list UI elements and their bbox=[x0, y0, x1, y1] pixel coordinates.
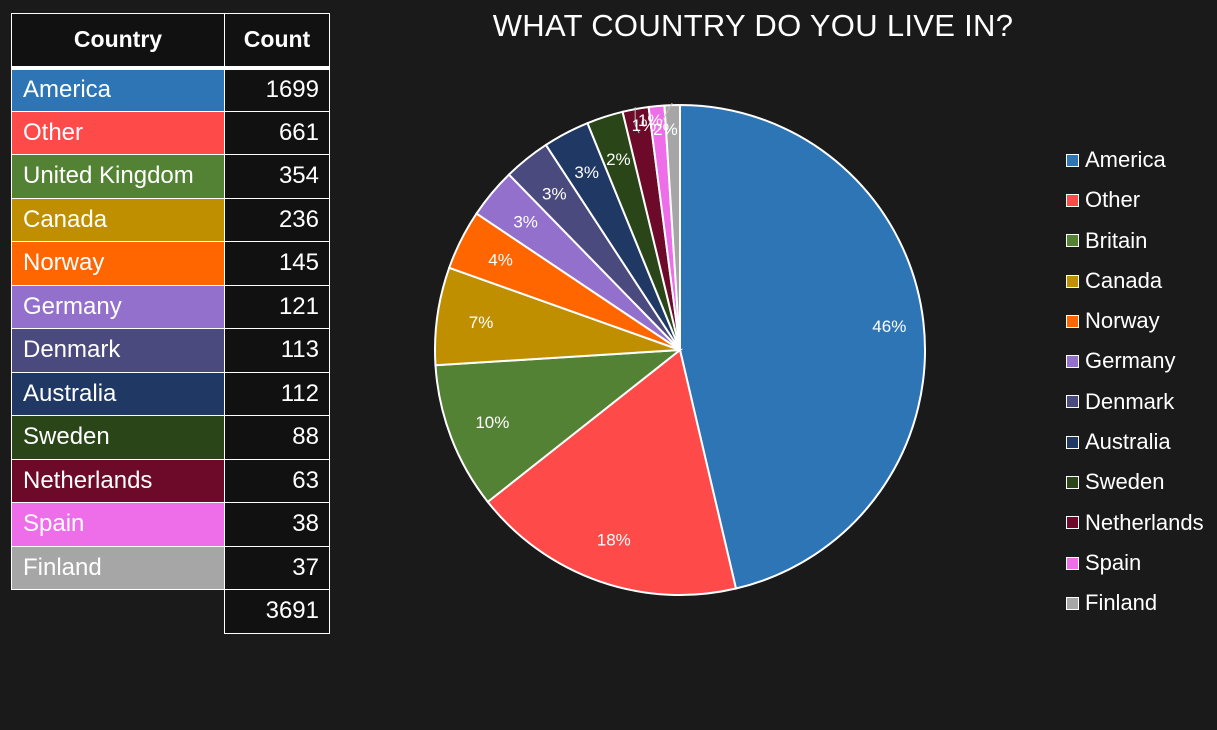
count-cell: 661 bbox=[224, 110, 330, 155]
legend-swatch bbox=[1066, 234, 1079, 248]
count-cell: 37 bbox=[224, 545, 330, 590]
legend-swatch bbox=[1066, 556, 1079, 570]
leader-line bbox=[657, 102, 673, 130]
legend-label: Netherlands bbox=[1085, 509, 1204, 535]
data-label: 2% bbox=[606, 150, 631, 169]
country-cell: Finland bbox=[11, 545, 225, 590]
country-cell: Sweden bbox=[11, 415, 225, 460]
data-label: 3% bbox=[542, 184, 567, 203]
legend-label: Australia bbox=[1085, 429, 1171, 455]
legend-label: Spain bbox=[1085, 549, 1142, 575]
legend-swatch bbox=[1066, 395, 1079, 409]
legend-label: Other bbox=[1085, 187, 1141, 213]
table-row: Canada 236 bbox=[11, 197, 330, 242]
data-label: 3% bbox=[574, 163, 599, 182]
pie-slice-america bbox=[679, 103, 926, 590]
data-label: 1% bbox=[638, 111, 663, 130]
data-label: 1% bbox=[632, 116, 657, 135]
country-cell: Norway bbox=[11, 241, 225, 286]
legend-label: Denmark bbox=[1085, 388, 1175, 414]
country-column-header: Country bbox=[11, 13, 225, 70]
leader-line bbox=[634, 107, 640, 134]
country-cell: Spain bbox=[11, 502, 225, 547]
table-row: Germany 121 bbox=[11, 284, 330, 329]
count-column-header: Count bbox=[224, 13, 330, 70]
count-cell: 121 bbox=[224, 284, 330, 329]
chart-title: WHAT COUNTRY DO YOU LIVE IN? bbox=[492, 8, 1014, 43]
count-cell: 1699 bbox=[224, 67, 330, 112]
legend-item: Denmark bbox=[1066, 382, 1204, 422]
pie-slice-other bbox=[486, 348, 738, 596]
count-cell: 354 bbox=[224, 154, 330, 199]
data-label: 4% bbox=[488, 251, 513, 270]
count-cell: 63 bbox=[224, 458, 330, 503]
count-cell: 88 bbox=[224, 415, 330, 460]
legend-item: Britain bbox=[1066, 221, 1204, 261]
total-count-cell: 3691 bbox=[224, 589, 330, 634]
legend-swatch bbox=[1066, 476, 1079, 490]
legend-swatch bbox=[1066, 314, 1079, 328]
country-cell: Germany bbox=[11, 284, 225, 329]
country-cell: Canada bbox=[11, 197, 225, 242]
legend-label: Germany bbox=[1085, 348, 1176, 374]
count-cell: 38 bbox=[224, 502, 330, 547]
legend-swatch bbox=[1066, 435, 1079, 449]
legend-item: Sweden bbox=[1066, 462, 1204, 502]
count-cell: 113 bbox=[224, 328, 330, 373]
chart-legend: America Other Britain Canada Norway Germany De… bbox=[1066, 140, 1204, 624]
table-row: Finland 37 bbox=[11, 545, 330, 590]
legend-swatch bbox=[1066, 596, 1079, 610]
legend-item: Spain bbox=[1066, 543, 1204, 583]
legend-item: Finland bbox=[1066, 583, 1204, 623]
legend-label: Canada bbox=[1085, 267, 1163, 293]
country-cell: Netherlands bbox=[11, 458, 225, 503]
data-label: 2% bbox=[653, 120, 678, 139]
data-label: 10% bbox=[475, 413, 509, 432]
legend-item: Canada bbox=[1066, 261, 1204, 301]
legend-label: Sweden bbox=[1085, 469, 1165, 495]
table-row: United Kingdom 354 bbox=[11, 154, 330, 199]
legend-label: Finland bbox=[1085, 590, 1158, 616]
legend-item: Other bbox=[1066, 180, 1204, 220]
legend-swatch bbox=[1066, 355, 1079, 369]
pie-slice-finland bbox=[663, 103, 681, 351]
legend-swatch bbox=[1066, 274, 1079, 288]
table-row: Sweden 88 bbox=[11, 415, 330, 460]
data-label: 18% bbox=[597, 531, 631, 550]
legend-label: Norway bbox=[1085, 308, 1160, 334]
legend-item: Norway bbox=[1066, 301, 1204, 341]
legend-swatch bbox=[1066, 153, 1079, 167]
legend-label: Britain bbox=[1085, 227, 1148, 253]
legend-item: America bbox=[1066, 140, 1204, 180]
legend-swatch bbox=[1066, 193, 1079, 207]
legend-item: Netherlands bbox=[1066, 503, 1204, 543]
country-cell: Other bbox=[11, 110, 225, 155]
country-cell: United Kingdom bbox=[11, 154, 225, 199]
table-row: Norway 145 bbox=[11, 241, 330, 286]
country-count-table: Country Count America 1699 Other 661 United … bbox=[11, 13, 330, 634]
pie-slice-britain bbox=[434, 348, 684, 504]
data-label: 7% bbox=[469, 313, 494, 332]
count-cell: 236 bbox=[224, 197, 330, 242]
data-label: 3% bbox=[513, 212, 538, 231]
legend-swatch bbox=[1066, 516, 1079, 530]
count-cell: 112 bbox=[224, 371, 330, 416]
legend-label: America bbox=[1085, 147, 1166, 172]
table-row: Other 661 bbox=[11, 110, 330, 155]
data-label: 46% bbox=[872, 317, 906, 336]
table-row: Spain 38 bbox=[11, 502, 330, 547]
legend-item: Germany bbox=[1066, 341, 1204, 381]
table-header-row: Country Count bbox=[11, 13, 330, 70]
legend-item: Australia bbox=[1066, 422, 1204, 462]
count-cell: 145 bbox=[224, 241, 330, 286]
table-row: Netherlands 63 bbox=[11, 458, 330, 503]
table-total-row: 3691 bbox=[12, 589, 330, 634]
